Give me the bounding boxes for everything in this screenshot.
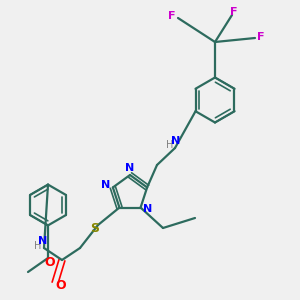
Text: S: S	[91, 221, 100, 235]
Text: F: F	[230, 7, 237, 17]
Text: N: N	[38, 236, 47, 246]
Text: O: O	[56, 279, 66, 292]
Text: H: H	[166, 140, 173, 150]
Text: O: O	[44, 256, 55, 269]
Text: H: H	[34, 241, 41, 250]
Text: N: N	[101, 180, 110, 190]
Text: N: N	[125, 164, 135, 173]
Text: N: N	[143, 204, 153, 214]
Text: N: N	[171, 136, 180, 146]
Text: F: F	[257, 32, 265, 41]
Text: F: F	[168, 11, 175, 21]
